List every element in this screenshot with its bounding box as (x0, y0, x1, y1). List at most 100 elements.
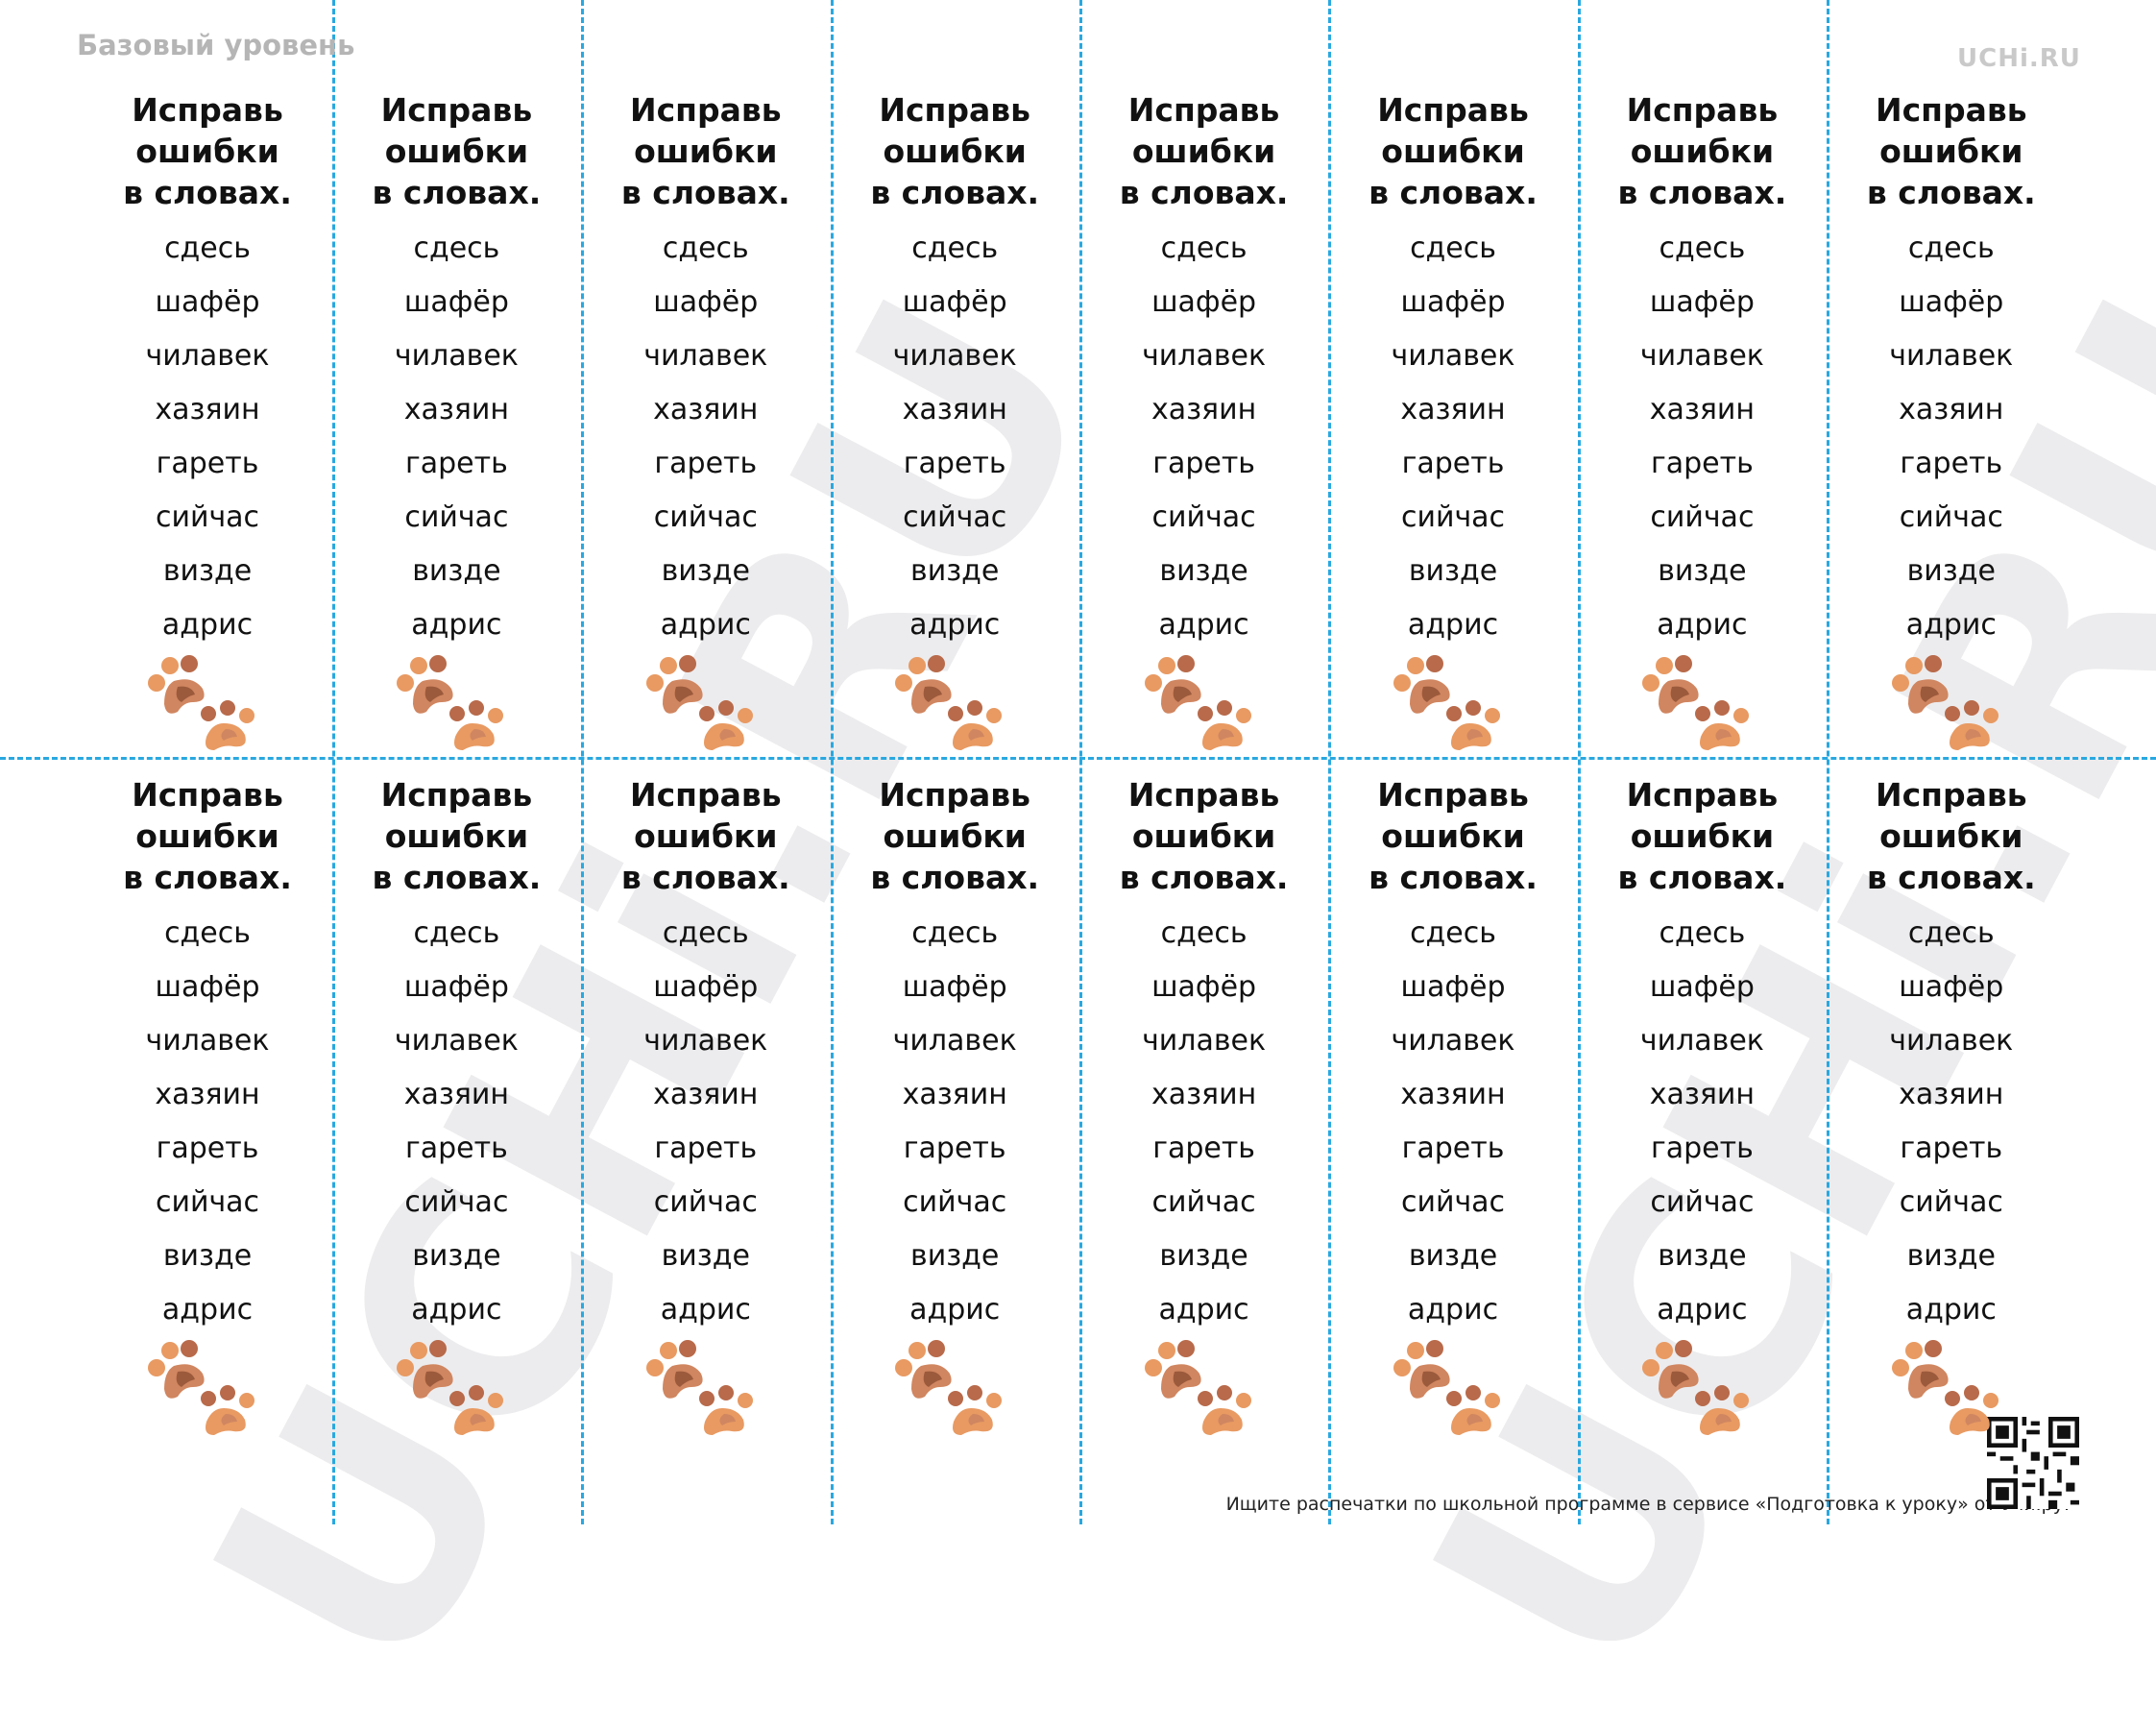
word: сийчас (1650, 1185, 1755, 1219)
paw-prints (895, 1340, 1003, 1435)
title-line: ошибки (1879, 133, 2023, 170)
cut-line-vertical (1577, 0, 1581, 1524)
paw-prints (148, 1340, 254, 1435)
word: сийчас (404, 1185, 509, 1219)
word: шафёр (902, 970, 1007, 1004)
word: чилавек (1639, 1024, 1764, 1058)
title-line: ошибки (634, 817, 778, 855)
word: визде (661, 554, 750, 588)
word-list: сдесь шафёр чилавек хазяин гареть сийчас визде… (332, 222, 581, 652)
title-line: ошибки (384, 817, 529, 855)
word: визде (162, 554, 253, 588)
word: визде (1408, 554, 1498, 588)
card: Исправь ошибки в словах. сдесь шафёр чилавек х… (581, 774, 830, 1439)
word: шафёр (403, 970, 509, 1004)
word: сдесь (1410, 916, 1496, 950)
word: визде (412, 554, 501, 588)
word: гареть (156, 1132, 259, 1165)
paw-prints (1144, 655, 1251, 750)
title-line: ошибки (384, 133, 529, 170)
cut-line-vertical (830, 0, 834, 1524)
word: шафёр (155, 285, 260, 319)
word: чилавек (1142, 339, 1267, 373)
card-title: Исправь ошибки в словах. (332, 774, 581, 898)
word: чилавек (1391, 339, 1515, 373)
card-title: Исправь ошибки в словах. (831, 89, 1079, 213)
paw-prints (1642, 1340, 1750, 1435)
word: хазяин (653, 393, 759, 426)
word: хазяин (902, 393, 1007, 426)
paw-prints (397, 1340, 504, 1435)
word: шафёр (653, 970, 759, 1004)
paw-prints (1891, 655, 1999, 750)
paw-prints (397, 655, 504, 750)
card: Исправь ошибки в словах. сдесь шафёр чилавек х… (581, 89, 830, 754)
word-list: сдесь шафёр чилавек хазяин гареть сийчас визде… (1079, 907, 1328, 1337)
word: шафёр (1400, 285, 1506, 319)
title-line: в словах. (870, 859, 1040, 896)
card-title: Исправь ошибки в словах. (1329, 89, 1578, 213)
word: хазяин (1899, 393, 2004, 426)
word: визде (1658, 1239, 1747, 1273)
word: шафёр (403, 285, 509, 319)
title-line: Исправь (879, 776, 1030, 814)
card-title: Исправь ошибки в словах. (1578, 774, 1827, 898)
word: визде (412, 1239, 501, 1273)
word: визде (162, 1239, 253, 1273)
footer-text: Ищите распечатки по школьной программе в… (1225, 1494, 2070, 1515)
card-title: Исправь ошибки в словах. (1578, 89, 1827, 213)
card: Исправь ошибки в словах. сдесь шафёр чилавек х… (1079, 89, 1328, 754)
title-line: ошибки (883, 817, 1027, 855)
card: Исправь ошибки в словах. сдесь шафёр чилавек х… (1578, 774, 1827, 1439)
word: сдесь (1659, 916, 1746, 950)
word: шафёр (1151, 285, 1257, 319)
word: сийчас (903, 500, 1007, 534)
word: чилавек (892, 339, 1017, 373)
card: Исправь ошибки в словах. сдесь шафёр чилавек х… (332, 89, 581, 754)
word: сдесь (1659, 231, 1746, 265)
word-list: сдесь шафёр чилавек хазяин гареть сийчас визде… (581, 222, 830, 652)
title-line: Исправь (380, 776, 533, 814)
card-title: Исправь ошибки в словах. (1329, 774, 1578, 898)
word: адрис (909, 608, 1001, 642)
word: сдесь (1160, 916, 1248, 950)
word: хазяин (1649, 393, 1756, 426)
paw-prints (1891, 1340, 1999, 1435)
word: визде (910, 1239, 1000, 1273)
word: сийчас (1650, 500, 1755, 534)
title-line: ошибки (1879, 817, 2023, 855)
word: шафёр (902, 285, 1007, 319)
title-line: Исправь (1127, 91, 1280, 129)
word: шафёр (1899, 285, 2004, 319)
cut-line-vertical (1328, 0, 1332, 1524)
word: чилавек (145, 1024, 270, 1058)
word-list: сдесь шафёр чилавек хазяин гареть сийчас визде… (1079, 222, 1328, 652)
title-line: ошибки (883, 133, 1027, 170)
word: адрис (1657, 1293, 1748, 1327)
word: сийчас (1400, 500, 1506, 534)
word: шафёр (1649, 970, 1755, 1004)
word: чилавек (1391, 1024, 1515, 1058)
card-title: Исправь ошибки в словах. (581, 89, 830, 213)
card: Исправь ошибки в словах. сдесь шафёр чилавек х… (831, 89, 1079, 754)
cut-line-horizontal (0, 757, 2156, 760)
word: шафёр (653, 285, 759, 319)
cut-line-vertical (331, 0, 335, 1524)
cut-line-vertical (581, 0, 585, 1524)
title-line: Исправь (1377, 776, 1529, 814)
word: сийчас (1151, 1185, 1256, 1219)
word: хазяин (902, 1078, 1007, 1111)
title-line: Исправь (1626, 91, 1779, 129)
word: адрис (1407, 1293, 1499, 1327)
word: визде (661, 1239, 750, 1273)
word: сийчас (155, 1185, 260, 1219)
word: гареть (1650, 1132, 1754, 1165)
card: Исправь ошибки в словах. сдесь шафёр чилавек х… (1329, 774, 1578, 1439)
word: хазяин (1400, 393, 1506, 426)
paw-prints (895, 655, 1003, 750)
card-title: Исправь ошибки в словах. (332, 89, 581, 213)
word: визде (1658, 554, 1747, 588)
word: хазяин (155, 1078, 260, 1111)
card: Исправь ошибки в словах. сдесь шафёр чилавек х… (84, 774, 332, 1439)
card-title: Исправь ошибки в словах. (831, 774, 1079, 898)
